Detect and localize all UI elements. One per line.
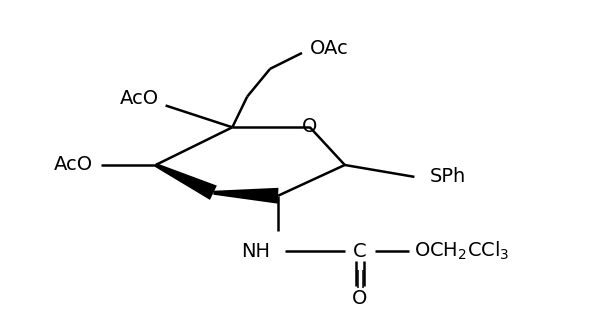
Text: OAc: OAc xyxy=(310,39,349,58)
Text: AcO: AcO xyxy=(119,89,159,108)
Polygon shape xyxy=(213,188,279,204)
Text: NH: NH xyxy=(241,242,270,261)
Text: ||: || xyxy=(355,270,366,288)
Polygon shape xyxy=(155,163,217,200)
Text: C: C xyxy=(353,242,366,261)
Text: O: O xyxy=(352,289,368,308)
Text: OCH$_2$CCl$_3$: OCH$_2$CCl$_3$ xyxy=(415,240,510,262)
Text: AcO: AcO xyxy=(54,156,93,174)
Text: O: O xyxy=(302,117,318,136)
Text: SPh: SPh xyxy=(429,167,466,186)
